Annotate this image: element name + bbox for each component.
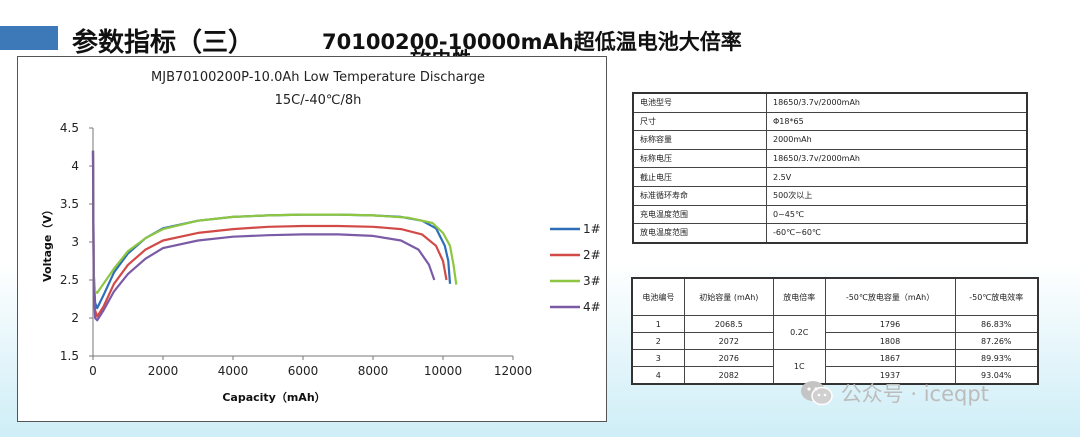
cell-id: 1 [631,315,685,333]
cell-capacity: 2082 [683,366,774,385]
x-tick-label: 4000 [218,364,249,378]
spec-key: 尺寸 [632,111,767,132]
spec-row: 标称电压 18650/3.7v/2000mAh [632,148,1028,169]
y-axis-label: Voltage（V） [41,204,54,282]
chart-title: MJB70100200P-10.0Ah Low Temperature Disc… [151,70,485,85]
cell-capacity: 2072 [683,332,774,350]
y-tick-label: 3 [71,235,79,249]
spec-value: 2.5V [766,167,1028,187]
spec-value: Φ18*65 [766,111,1028,132]
spec-value: 0~45℃ [766,204,1028,225]
y-tick-label: 3.5 [60,197,79,211]
chart-panel: MJB70100200P-10.0Ah Low Temperature Disc… [17,56,607,422]
x-axis-label: Capacity（mAh） [222,391,325,404]
cell-capacity: 2076 [683,349,774,367]
spec-value: 2000mAh [766,130,1028,150]
table-row: 1 2068.5 0.2C 1796 86.83% [631,315,1039,350]
spec-row: 尺寸 Φ18*65 [632,111,1028,132]
chart-legend: 1# 2# 3# 4# [550,222,601,314]
chart-subtitle: 15C/-40℃/8h [275,93,362,108]
x-tick-label: 6000 [288,364,319,378]
perf-header-low-temp-capacity: -50℃放电容量（mAh） [824,277,956,316]
performance-table: 电池编号 初始容量 (mAh) 放电倍率 -50℃放电容量（mAh） -50℃放… [631,277,1039,385]
spec-value: -60℃~60℃ [766,223,1028,244]
series-line-2 [91,150,448,318]
perf-header-id: 电池编号 [631,277,685,316]
discharge-chart: MJB70100200P-10.0Ah Low Temperature Disc… [41,70,601,404]
table-row: 2 2072 1808 87.26% [631,332,1039,350]
cell-low-temp-capacity: 1867 [824,349,956,367]
cell-id: 2 [631,332,685,350]
legend-label: 4# [583,300,601,314]
legend-label: 3# [583,274,601,288]
spec-key: 标称容量 [632,130,767,150]
accent-bar [0,26,58,50]
spec-row: 标准循环寿命 500次以上 [632,185,1028,206]
cell-low-temp-capacity: 1937 [824,366,956,385]
perf-header-capacity: 初始容量 (mAh) [683,277,774,316]
y-tick-label: 4.5 [60,121,79,135]
series-line-4 [91,150,436,322]
cell-rate: 1C [772,349,826,385]
watermark-text: 公众号 · iceqpt [840,382,989,406]
cell-id: 4 [631,366,685,385]
cell-efficiency: 87.26% [954,332,1039,350]
y-tick-label: 2.5 [60,273,79,287]
chart-series [91,150,458,322]
cell-capacity: 2068.5 [683,315,774,333]
page-subtitle-cut: 放电性能 [410,46,470,58]
spec-row: 标称容量 2000mAh [632,130,1028,150]
perf-header-rate: 放电倍率 [772,277,826,316]
y-tick-label: 1.5 [60,349,79,363]
spec-table: 电池型号 18650/3.7v/2000mAh 尺寸 Φ18*65 标称容量 2000mA… [632,92,1028,244]
spec-row: 充电温度范围 0~45℃ [632,204,1028,225]
cell-efficiency: 89.93% [954,349,1039,367]
x-tick-label: 12000 [494,364,532,378]
spec-value: 18650/3.7v/2000mAh [766,148,1028,169]
series-line-3 [91,150,458,294]
page-subtitle: 70100200-10000mAh超低温电池大倍率 [322,30,742,54]
cell-low-temp-capacity: 1808 [824,332,956,350]
cell-rate: 0.2C [772,315,826,350]
cell-efficiency: 93.04% [954,366,1039,385]
table-row: 4 2082 1937 93.04% [631,366,1039,385]
y-tick-label: 4 [71,159,79,173]
x-tick-label: 8000 [358,364,389,378]
cell-efficiency: 86.83% [954,315,1039,333]
spec-key: 放电温度范围 [632,223,767,244]
wechat-icon [800,379,834,412]
spec-key: 截止电压 [632,167,767,187]
x-tick-label: 10000 [424,364,462,378]
x-tick-label: 2000 [148,364,179,378]
spec-key: 标准循环寿命 [632,185,767,206]
spec-row: 截止电压 2.5V [632,167,1028,187]
spec-value: 500次以上 [766,185,1028,206]
x-tick-label: 0 [89,364,97,378]
y-tick-label: 2 [71,311,79,325]
cell-id: 3 [631,349,685,367]
spec-key: 电池型号 [632,92,767,113]
spec-row: 电池型号 18650/3.7v/2000mAh [632,92,1028,113]
cell-low-temp-capacity: 1796 [824,315,956,333]
spec-key: 充电温度范围 [632,204,767,225]
spec-value: 18650/3.7v/2000mAh [766,92,1028,113]
spec-key: 标称电压 [632,148,767,169]
page-title: 参数指标（三） [72,28,255,58]
legend-label: 1# [583,222,601,236]
chart-axes: 0 2000 4000 6000 8000 10000 12000 1.5 2 2.5 3 3.5 4 4… [60,121,532,378]
table-row: 3 2076 1C 1867 89.93% [631,349,1039,385]
perf-header-efficiency: -50℃放电效率 [954,277,1039,316]
watermark: 公众号 · iceqpt [800,378,989,412]
legend-label: 2# [583,248,601,262]
spec-row: 放电温度范围 -60℃~60℃ [632,223,1028,244]
